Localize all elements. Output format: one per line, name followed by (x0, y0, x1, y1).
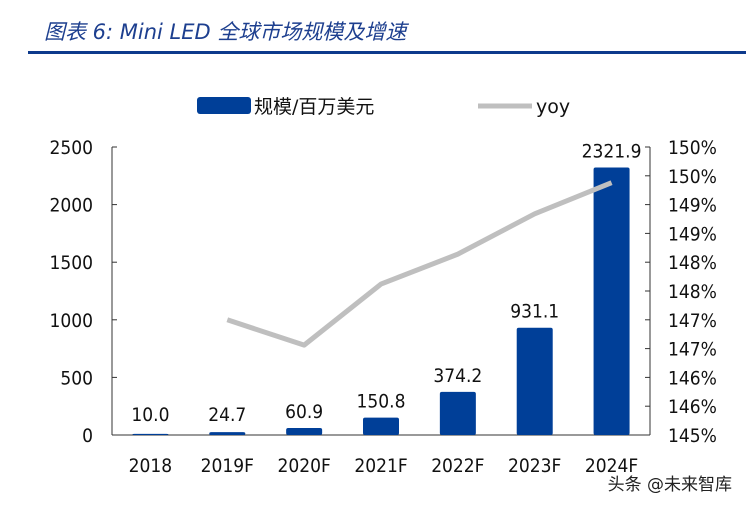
x-tick-label: 2024F (585, 455, 638, 477)
right-tick-label: 149% (668, 195, 717, 217)
yoy-line (226, 180, 613, 348)
right-tick-label: 148% (668, 281, 717, 303)
bar (286, 427, 323, 435)
x-tick-label: 2022F (431, 455, 484, 477)
bar-value-label: 374.2 (433, 365, 482, 387)
right-tick-label: 145% (668, 425, 717, 447)
right-tick-label: 146% (668, 367, 717, 389)
right-tick-label: 146% (668, 396, 717, 418)
right-tick-label: 147% (668, 339, 717, 361)
bar (439, 391, 476, 435)
left-tick-label: 0 (82, 425, 93, 447)
watermark: 头条 @未来智库 (607, 475, 732, 495)
x-tick-label: 2020F (277, 455, 330, 477)
right-tick-label: 148% (668, 252, 717, 274)
left-tick-label: 500 (60, 367, 93, 389)
left-tick-label: 2500 (50, 137, 94, 159)
bar-value-label: 60.9 (285, 401, 323, 423)
legend-line-label: yoy (536, 96, 570, 118)
bar (209, 432, 246, 435)
right-tick-label: 147% (668, 310, 717, 332)
right-tick-label: 149% (668, 223, 717, 245)
right-tick-label: 150% (668, 166, 717, 188)
x-tick-label: 2019F (201, 455, 254, 477)
left-tick-label: 2000 (50, 195, 94, 217)
legend-bar-label: 规模/百万美元 (254, 96, 374, 118)
x-tick-label: 2018 (129, 455, 173, 477)
x-tick-label: 2023F (508, 455, 561, 477)
right-tick-label: 150% (668, 137, 717, 159)
legend-bar-swatch (197, 97, 251, 114)
bar-value-label: 2321.9 (582, 141, 642, 163)
figure-title: 图表 6: Mini LED 全球市场规模及增速 (44, 20, 407, 44)
title-divider (28, 51, 746, 54)
left-tick-label: 1000 (50, 310, 94, 332)
bar (132, 433, 169, 435)
x-tick-label: 2021F (354, 455, 407, 477)
bar-value-label: 150.8 (357, 391, 406, 413)
bar-value-label: 10.0 (131, 404, 169, 426)
bar (516, 327, 553, 435)
bar (363, 417, 399, 435)
bar (593, 167, 630, 435)
left-tick-label: 1500 (50, 252, 94, 274)
bar-value-label: 931.1 (510, 301, 559, 323)
bar-value-label: 24.7 (208, 404, 246, 426)
